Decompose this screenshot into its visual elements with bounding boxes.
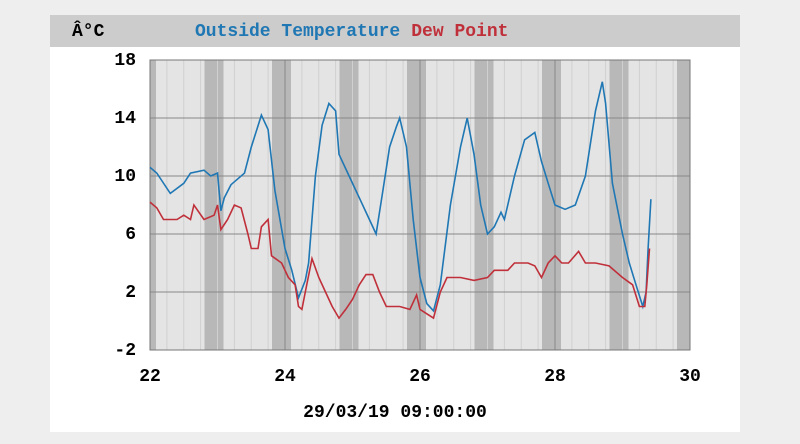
legend-entry: Outside Temperature: [195, 22, 400, 42]
unit-label: Â°C: [72, 20, 105, 42]
y-tick-label: -2: [114, 341, 136, 361]
y-tick-label: 14: [114, 109, 136, 129]
night-band: [272, 60, 291, 350]
y-tick-label: 18: [114, 51, 136, 71]
y-tick-label: 2: [125, 283, 136, 303]
header-band: [50, 15, 740, 47]
x-tick-label: 30: [679, 367, 701, 387]
x-tick-label: 24: [274, 367, 296, 387]
legend-entry: Dew Point: [411, 22, 508, 42]
night-band: [474, 60, 494, 350]
y-tick-label: 6: [125, 225, 136, 245]
night-band: [542, 60, 561, 350]
night-band: [677, 60, 690, 350]
x-tick-label: 26: [409, 367, 431, 387]
series-line: [149, 81, 652, 313]
plot-frame: [149, 59, 691, 351]
night-band: [204, 60, 224, 350]
night-band: [339, 60, 359, 350]
x-tick-label: 22: [139, 367, 161, 387]
y-tick-label: 10: [114, 167, 136, 187]
x-tick-label: 28: [544, 367, 566, 387]
night-band: [407, 60, 426, 350]
timestamp: 29/03/19 09:00:00: [303, 403, 487, 423]
series-line: [149, 201, 651, 320]
night-band: [609, 60, 629, 350]
